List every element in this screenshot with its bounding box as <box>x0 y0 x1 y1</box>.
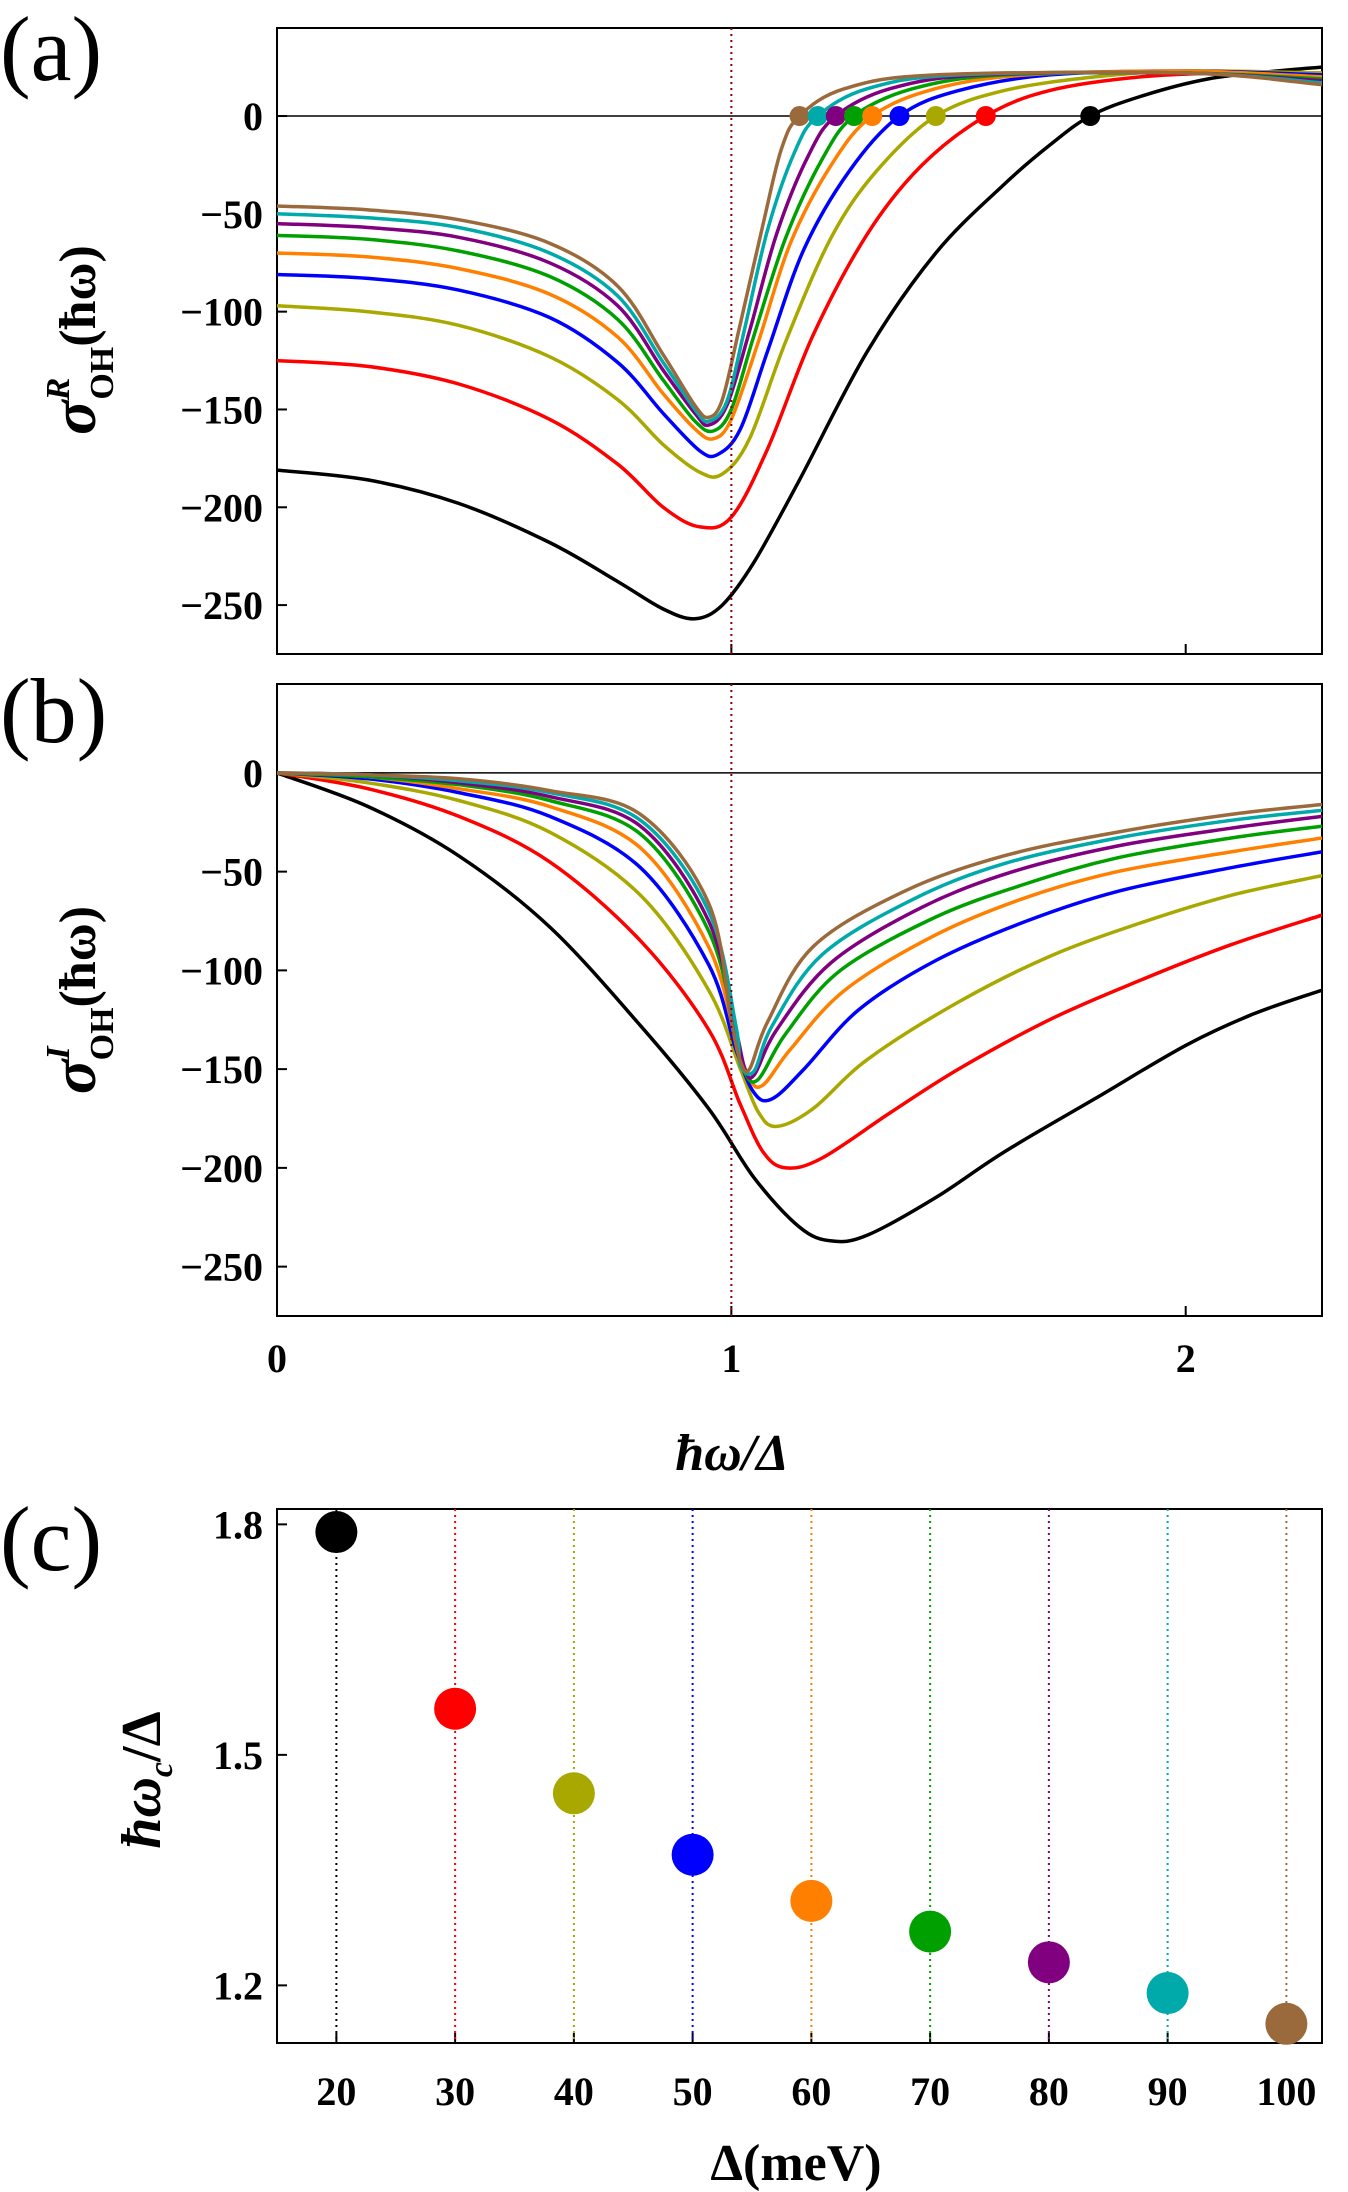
panel-b-ylabel-sup: I <box>40 1045 77 1061</box>
panel-a-frame <box>276 27 1323 655</box>
series-line <box>277 70 1322 420</box>
zero-crossing-marker <box>862 106 883 127</box>
xtick-label: 40 <box>554 2069 594 2114</box>
xtick-label: 20 <box>316 2069 356 2114</box>
series-line <box>277 69 1322 479</box>
zero-crossing-marker <box>807 106 828 127</box>
ytick-label: 0 <box>243 94 263 139</box>
xtick-label: 2 <box>1176 1336 1196 1381</box>
data-point <box>1027 1941 1070 1984</box>
series-line <box>277 69 1322 459</box>
panel-c: 1.8 1.5 1.2 20 30 40 50 60 70 80 90 100 ħωc/Δ Δ(meV… <box>111 1502 1323 2192</box>
data-point <box>909 1910 952 1953</box>
series-line <box>277 771 1322 1080</box>
data-point <box>1265 2002 1308 2045</box>
panel-b-xlabel: ħω/Δ <box>675 1425 789 1482</box>
panel-label-c: (c) <box>0 1488 102 1590</box>
panel-c-frame <box>276 1508 1323 2044</box>
data-point <box>790 1879 833 1922</box>
zero-crossing-marker <box>975 106 996 127</box>
data-point <box>315 1511 358 1554</box>
zero-crossing-marker <box>889 106 910 127</box>
series-line <box>277 771 1322 1244</box>
panel-c-ylabel-rest: /Δ <box>111 1711 173 1763</box>
xtick-label: 50 <box>673 2069 713 2114</box>
xtick-label: 60 <box>791 2069 831 2114</box>
ytick-label: −200 <box>180 485 263 530</box>
panel-b-frame <box>276 683 1323 1317</box>
ytick-label: 0 <box>243 751 263 796</box>
ytick-label: 1.2 <box>213 1963 263 2008</box>
data-point <box>671 1833 714 1876</box>
ytick-label: −50 <box>200 192 263 237</box>
ytick-label: −150 <box>180 387 263 432</box>
zero-crossing-marker <box>844 106 865 127</box>
ytick-label: −250 <box>180 583 263 628</box>
data-point <box>434 1687 477 1730</box>
ytick-label: −100 <box>180 290 263 335</box>
series-line <box>277 771 1322 1170</box>
ytick-label: −250 <box>180 1245 263 1290</box>
panel-b-ylabel: σI OH(ħω) <box>38 906 121 1094</box>
ytick-label: −150 <box>180 1047 263 1092</box>
panel-label-b: (b) <box>0 660 107 762</box>
zero-crossing-marker <box>1080 106 1101 127</box>
series-line <box>277 771 1322 1129</box>
xtick-label: 1 <box>721 1336 741 1381</box>
ytick-label: 1.5 <box>213 1733 263 1778</box>
series-line <box>277 771 1322 1084</box>
panel-label-a: (a) <box>0 0 102 100</box>
panel-a: 0 −50 −100 −150 −200 −250 σR OH(ħω) <box>38 27 1323 655</box>
xtick-label: 90 <box>1148 2069 1188 2114</box>
xtick-label: 30 <box>435 2069 475 2114</box>
ytick-label: −200 <box>180 1146 263 1191</box>
xtick-label: 80 <box>1029 2069 1069 2114</box>
panel-b-plot: 0 −50 −100 −150 −200 −250 0 1 2 <box>180 684 1322 1381</box>
panel-c-plot: 1.8 1.5 1.2 20 30 40 50 60 70 80 90 100 <box>213 1502 1316 2114</box>
series-line <box>277 69 1322 441</box>
series-line <box>277 65 1322 621</box>
xtick-label: 100 <box>1256 2069 1316 2114</box>
data-point <box>552 1772 595 1815</box>
panel-a-ylabel-arg: (ħω) <box>50 245 107 347</box>
series-line <box>277 771 1322 1076</box>
panel-c-ylabel-sub: c <box>143 1762 180 1777</box>
panel-c-ylabel: ħωc/Δ <box>111 1711 180 1848</box>
ytick-label: −100 <box>180 948 263 993</box>
panel-a-plot: 0 −50 −100 −150 −200 −250 <box>180 28 1322 654</box>
xtick-label: 70 <box>910 2069 950 2114</box>
panel-a-ylabel-sym: σ <box>38 399 109 435</box>
panel-a-ylabel: σR OH(ħω) <box>38 245 121 435</box>
series-line <box>277 771 1322 1074</box>
panel-a-ylabel-sup: R <box>40 378 77 402</box>
data-point <box>1146 1972 1189 2015</box>
ytick-label: 1.8 <box>213 1502 263 1547</box>
series-line <box>277 771 1322 1103</box>
ytick-label: −50 <box>200 850 263 895</box>
zero-crossing-marker <box>825 106 846 127</box>
panel-b-ylabel-arg: (ħω) <box>50 906 107 1008</box>
panel-c-ylabel-main: ħω <box>111 1777 173 1849</box>
panel-b: 0 −50 −100 −150 −200 −250 0 1 2 σI OH(ħω) ħω/Δ <box>38 683 1323 1482</box>
series-line <box>277 771 1322 1089</box>
zero-crossing-marker <box>789 106 810 127</box>
zero-crossing-marker <box>925 106 946 127</box>
panel-c-xlabel: Δ(meV) <box>710 2135 881 2192</box>
panel-b-ylabel-sym: σ <box>38 1058 109 1094</box>
xtick-label: 0 <box>267 1336 287 1381</box>
panel-b-ylabel-sub: OH <box>84 1007 121 1060</box>
panel-a-ylabel-sub: OH <box>84 347 121 400</box>
series-line <box>277 70 1322 530</box>
